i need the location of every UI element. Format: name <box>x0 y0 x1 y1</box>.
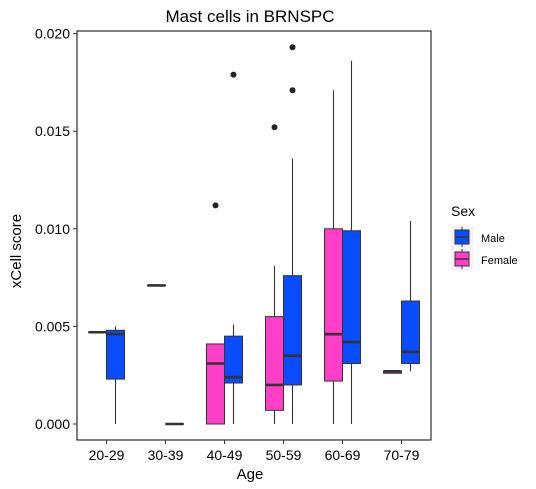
x-axis-label: Age <box>237 466 264 483</box>
box-iqr <box>106 329 125 380</box>
outlier-point <box>212 202 219 209</box>
x-tick-label: 40-49 <box>207 447 243 463</box>
box-female-40-49 <box>206 202 225 425</box>
x-tick-label: 60-69 <box>325 447 361 463</box>
box-iqr <box>324 228 343 382</box>
box-female-50-59 <box>265 124 284 424</box>
x-tick-label: 30-39 <box>148 447 184 463</box>
chart-title: Mast cells in BRNSPC <box>165 7 334 26</box>
box-iqr <box>206 343 225 425</box>
box-iqr <box>265 316 284 411</box>
box-male-20-29 <box>106 326 125 424</box>
y-tick-label: 0.005 <box>35 318 70 334</box>
box-iqr <box>401 300 420 364</box>
box-iqr <box>283 275 302 386</box>
y-tick-label: 0.010 <box>35 221 70 237</box>
legend: Sex Male Female <box>451 203 518 270</box>
y-axis-label: xCell score <box>8 214 25 288</box>
y-tick-label: 0.000 <box>35 416 70 432</box>
box-female-60-69 <box>324 90 343 424</box>
outlier-point <box>271 124 278 131</box>
box-iqr <box>342 230 361 364</box>
box-male-40-49 <box>224 71 243 424</box>
box-male-70-79 <box>401 220 420 372</box>
outlier-point <box>289 87 296 94</box>
outlier-point <box>230 71 237 78</box>
legend-label-male: Male <box>481 233 505 245</box>
y-tick-label: 0.020 <box>35 26 70 42</box>
x-tick-label: 20-29 <box>89 447 125 463</box>
plot-panel <box>76 30 432 441</box>
x-tick-label: 50-59 <box>266 447 302 463</box>
legend-label-female: Female <box>481 255 518 267</box>
box-male-50-59 <box>283 44 302 424</box>
outlier-point <box>289 44 296 51</box>
x-tick-label: 70-79 <box>384 447 420 463</box>
y-tick-label: 0.015 <box>35 123 70 139</box>
plot-area: 0.000 0.005 0.010 0.015 0.020 20-29 30-39 40-49… <box>35 26 432 463</box>
box-female-70-79 <box>383 369 402 374</box>
legend-title: Sex <box>451 203 475 219</box>
box-male-60-69 <box>342 60 361 424</box>
